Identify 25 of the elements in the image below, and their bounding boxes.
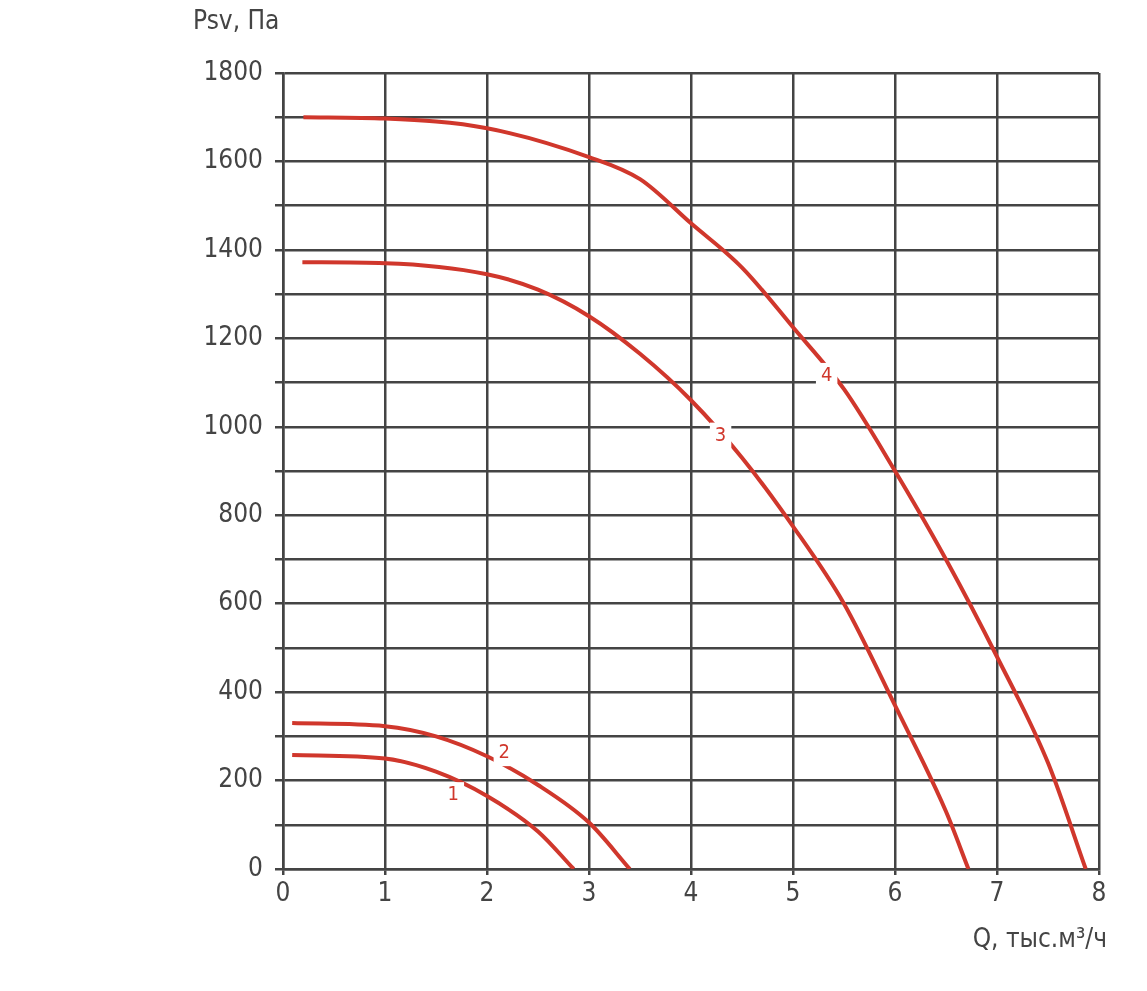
- y-tick-label: 800: [218, 497, 263, 528]
- y-tick-label: 1800: [203, 55, 263, 86]
- annotation: 3: [714, 421, 727, 446]
- x-tick-label: 6: [887, 877, 903, 908]
- y-tick-label: 400: [218, 674, 263, 705]
- y-tick-label: 0: [248, 851, 263, 882]
- y-tick-label: 600: [218, 586, 263, 617]
- x-tick-label: 5: [785, 877, 801, 908]
- x-axis-title: Q, тыс.м³/ч: [972, 922, 1107, 953]
- y-tick-label: 1400: [203, 232, 263, 263]
- annotation: 1: [447, 781, 460, 806]
- x-tick-label: 0: [275, 877, 291, 908]
- annotation: 2: [498, 739, 511, 764]
- x-tick-label: 1: [377, 877, 393, 908]
- annotation: 4: [820, 362, 833, 387]
- y-tick-label: 200: [218, 763, 263, 794]
- y-axis-title: Psv, Па: [193, 4, 280, 35]
- x-tick-label: 7: [989, 877, 1005, 908]
- y-tick-label: 1200: [203, 321, 263, 352]
- x-tick-label: 4: [683, 877, 699, 908]
- y-tick-label: 1600: [203, 144, 263, 175]
- x-tick-label: 2: [479, 877, 495, 908]
- x-tick-label: 8: [1091, 877, 1107, 908]
- y-tick-label: 1000: [203, 409, 263, 440]
- x-tick-label: 3: [581, 877, 597, 908]
